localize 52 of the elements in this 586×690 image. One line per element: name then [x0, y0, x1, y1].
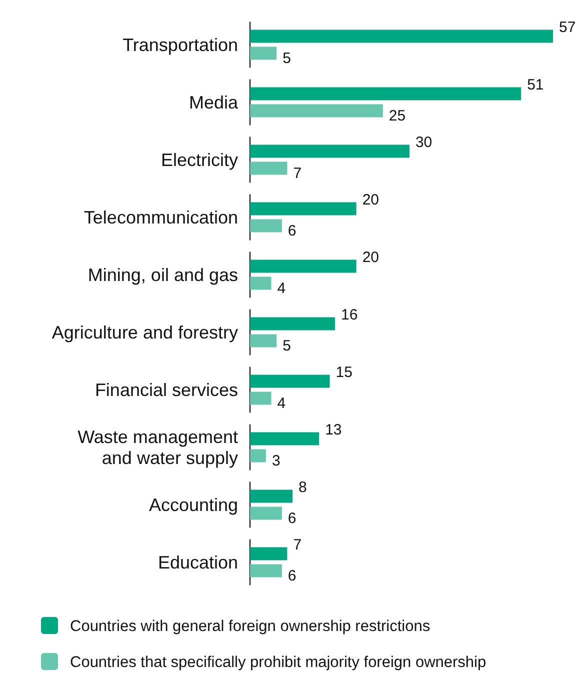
data-label: 4: [277, 394, 286, 412]
bar: [250, 162, 288, 175]
y-tick-label: Accounting: [148, 494, 238, 515]
bar: [250, 276, 272, 290]
bar: [250, 490, 293, 503]
data-label: 15: [336, 364, 352, 381]
bar: [250, 30, 553, 43]
bar: [250, 547, 288, 560]
data-label: 13: [325, 421, 342, 438]
data-label: 7: [293, 536, 302, 554]
bar: [250, 104, 383, 118]
data-label: 6: [288, 510, 296, 527]
data-label: 5: [282, 50, 291, 67]
data-label: 25: [388, 107, 406, 124]
y-tick-label: Agriculture and forestry: [52, 322, 238, 342]
y-tick-label: Media: [188, 92, 239, 112]
bar: [250, 317, 336, 330]
y-tick-label: Education: [158, 552, 238, 572]
data-label: 8: [298, 478, 307, 496]
bar: [250, 449, 266, 462]
bar: [250, 260, 356, 273]
bar: [250, 564, 282, 578]
bar: [250, 432, 320, 446]
y-tick-label: Waste management and water supply: [78, 426, 238, 468]
legend-label: Countries with general foreign ownership restrictions: [70, 618, 430, 635]
legend-label: Countries that specifically prohibit majority foreign ownership: [70, 654, 486, 671]
y-tick-label: Electricity: [160, 150, 238, 170]
data-label: 57: [559, 18, 576, 36]
bar: [250, 506, 282, 520]
bar: [250, 334, 277, 348]
data-label: 20: [362, 248, 380, 266]
data-label: 5: [282, 337, 291, 354]
data-label: 7: [293, 164, 302, 182]
data-label: 4: [277, 280, 286, 297]
bar: [250, 219, 282, 232]
data-label: 6: [288, 567, 296, 584]
data-label: 16: [341, 306, 358, 324]
data-label: 30: [415, 134, 432, 151]
data-label: 51: [527, 76, 544, 94]
bar: [250, 87, 522, 100]
bar: [250, 392, 272, 405]
y-tick-label: Transportation: [122, 34, 238, 55]
data-label: 20: [362, 191, 380, 208]
bar: [250, 46, 277, 60]
data-label: 3: [272, 452, 280, 470]
data-label: 6: [288, 222, 296, 240]
y-tick-label: Financial services: [94, 380, 238, 400]
bar: [250, 374, 330, 388]
bar: [250, 144, 410, 158]
bar: [250, 202, 356, 216]
y-tick-label: Telecommunication: [84, 207, 238, 228]
y-tick-label: Mining, oil and gas: [88, 264, 238, 285]
